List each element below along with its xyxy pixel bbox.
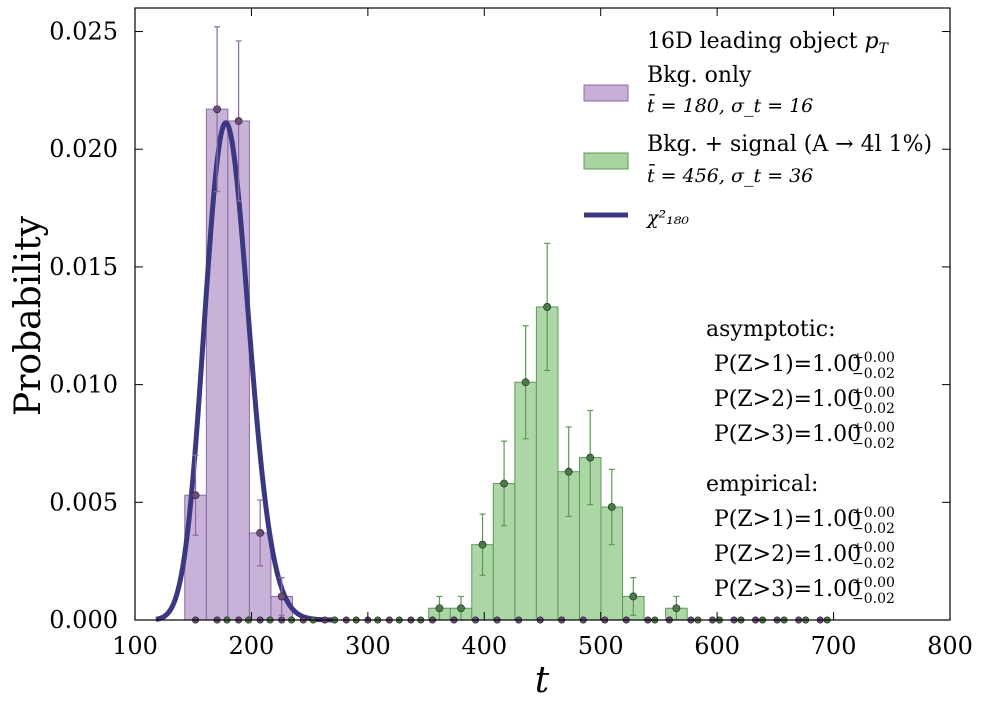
legend-entry-bkg: Bkg. only [647,63,752,88]
legend: 16D leading object pT Bkg. only t̄ = 180… [583,29,932,229]
empirical-line-1-up: +0.00 [852,505,895,521]
legend-entry-sig-stats: t̄ = 456, σ_t = 36 [647,163,813,187]
y-axis-title: Probability [8,215,49,416]
empirical-line-1-down: −0.02 [852,521,895,537]
legend-swatch-sig [583,152,629,170]
sig-point-4 [521,378,530,387]
x-tick-label-5: 600 [694,632,740,660]
legend-title-sub: T [879,41,890,57]
x-tick-label-2: 300 [345,632,391,660]
bkg-point-3 [256,529,265,537]
sig-point-1 [457,604,465,613]
y-tick-label-0: 0.000 [49,606,118,634]
asymptotic-line-3: P(Z>3)=1.00 [714,422,861,447]
x-tick-label-3: 400 [461,632,507,660]
p-value-annotations: asymptotic:P(Z>1)=1.00+0.00−0.02P(Z>2)=1… [706,317,895,607]
plot-area [154,26,831,624]
empirical-line-3-up: +0.00 [852,575,895,591]
sig-point-8 [607,503,616,511]
bkg-point-1 [213,105,221,114]
legend-title-pt: p [865,29,879,54]
y-tick-label-4: 0.020 [49,135,118,163]
y-tick-label-5: 0.025 [49,18,118,46]
asymptotic-line-1: P(Z>1)=1.00 [714,352,861,377]
asymptotic-line-3-down: −0.02 [852,436,895,452]
y-tick-label-3: 0.015 [49,253,118,281]
bkg-point-2 [234,117,243,125]
empirical-line-3: P(Z>3)=1.00 [714,577,861,602]
sig-point-9 [629,592,638,601]
empirical-line-2: P(Z>2)=1.00 [714,542,861,567]
axis-ticks: 100 200 300 400 500 600 700 800 0.000 0.005 0.010 0… [49,8,973,660]
empirical-line-3-down: −0.02 [852,591,895,607]
y-tick-label-2: 0.010 [49,371,118,399]
x-tick-label-0: 100 [112,632,158,660]
empirical-line-2-up: +0.00 [852,540,895,556]
legend-entry-bkg-stats: t̄ = 180, σ_t = 16 [647,93,813,117]
legend-title-text: 16D leading object [647,29,865,54]
x-tick-label-6: 700 [811,632,857,660]
plot-frame [134,7,951,621]
x-tick-label-7: 800 [927,632,973,660]
legend-title: 16D leading object pT [647,29,890,57]
empirical-title: empirical: [706,472,818,497]
asymptotic-line-2-down: −0.02 [852,401,895,417]
legend-entry-sig: Bkg. + signal (A → 4l 1%) [647,132,932,157]
asymptotic-line-3-up: +0.00 [852,420,895,436]
sig-point-0 [435,604,444,613]
asymptotic-line-1-up: +0.00 [852,350,895,366]
y-tick-label-1: 0.005 [49,488,118,516]
asymptotic-title: asymptotic: [706,317,835,342]
x-axis-title: t [535,660,550,701]
x-tick-label-4: 500 [578,632,624,660]
empirical-line-2-down: −0.02 [852,556,895,572]
sig-point-3 [500,479,508,488]
legend-entry-chi2: χ²₁₈₀ [645,207,689,229]
x-tick-label-1: 200 [229,632,275,660]
asymptotic-line-1-down: −0.02 [852,366,895,382]
bkg-point-0 [191,491,200,500]
asymptotic-line-2: P(Z>2)=1.00 [714,387,861,412]
sig-point-6 [564,467,573,476]
empirical-line-1: P(Z>1)=1.00 [714,507,861,532]
legend-swatch-bkg [583,84,629,102]
bkg-point-4 [277,592,286,601]
asymptotic-line-2-up: +0.00 [852,385,895,401]
sig-point-2 [478,540,487,549]
sig-point-7 [586,453,595,462]
sig-point-10 [672,604,681,613]
sig-point-5 [543,303,552,311]
